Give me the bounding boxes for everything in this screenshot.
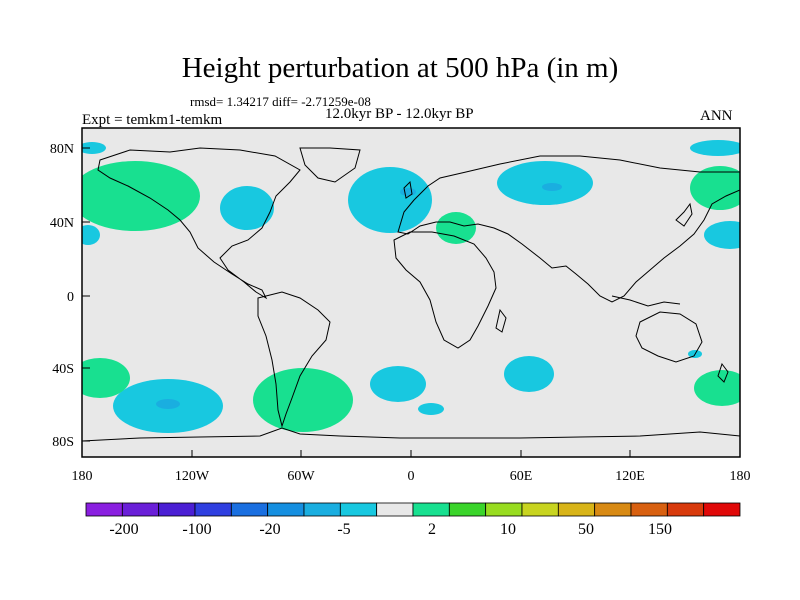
colorbar-swatch <box>85 502 123 517</box>
lon-label: 180 <box>730 469 751 484</box>
lon-label: 0 <box>408 469 415 484</box>
coastlines <box>82 147 740 442</box>
experiment-label: Expt = temkm1-temkm <box>82 112 223 128</box>
colorbar-label: -100 <box>182 521 211 538</box>
neg-region-arctic-pacific-west <box>82 142 106 154</box>
lon-axis: 180 120W 60W 0 60E 120E 180 <box>72 450 751 484</box>
pos-region-mediterranean <box>436 212 476 244</box>
plot-title: Height perturbation at 500 hPa (in m) <box>181 52 619 84</box>
coast-australia <box>635 311 703 363</box>
colorbar-swatch <box>703 502 741 517</box>
colorbar-swatch <box>194 502 232 517</box>
colorbar-swatch <box>521 502 559 517</box>
colorbar-swatch <box>666 502 705 517</box>
colorbar-swatch <box>557 502 596 517</box>
lat-label: 40S <box>52 362 74 377</box>
neg-region-west-pacific <box>704 221 740 249</box>
pos-region-south-pacific-west <box>82 358 130 398</box>
neg-region-arctic-pacific <box>690 140 740 156</box>
lat-label: 0 <box>67 290 74 305</box>
colorbar-label: 50 <box>578 521 594 538</box>
neg-region-west-pacific-wrap <box>82 225 100 245</box>
coast-africa <box>393 231 497 349</box>
colorbar-swatch <box>158 502 196 517</box>
coast-new-zealand <box>717 362 729 383</box>
neg-region-south-atlantic <box>370 366 426 402</box>
coast-south-america <box>257 291 331 428</box>
colorbar-swatch <box>376 502 414 517</box>
colorbar-swatch <box>121 502 160 517</box>
colorbar-label: 10 <box>500 521 516 538</box>
neg-core-south-pacific <box>156 399 180 409</box>
colorbar-swatch <box>630 502 668 517</box>
colorbar-swatch <box>339 502 378 517</box>
coast-madagascar <box>495 308 507 333</box>
pos-region-north-pacific <box>690 166 740 210</box>
neg-region-north-america <box>220 186 274 230</box>
neg-core-siberia <box>542 183 562 191</box>
colorbar <box>85 502 741 517</box>
lon-label: 60E <box>510 469 533 484</box>
colorbar-label: 2 <box>428 521 436 538</box>
colorbar-label: -200 <box>109 521 138 538</box>
coast-europe-asia <box>397 155 740 303</box>
pos-region-south-pacific-east <box>694 370 740 406</box>
stats-text: rmsd= 1.34217 diff= -2.71259e-08 <box>190 94 371 109</box>
colorbar-labels: -200 -100 -20 -5 2 10 50 150 <box>109 521 672 538</box>
contour-fills <box>82 140 740 433</box>
colorbar-swatch <box>594 502 632 517</box>
colorbar-swatch <box>485 502 523 517</box>
lon-label: 60W <box>287 469 315 484</box>
colorbar-swatch <box>412 502 450 517</box>
colorbar-label: -20 <box>259 521 280 538</box>
coast-antarctica <box>82 427 740 442</box>
lat-axis: 80N 40N 0 40S 80S <box>50 142 90 450</box>
lon-label: 120W <box>175 469 210 484</box>
coast-uk <box>403 180 413 199</box>
coast-greenland <box>299 147 361 183</box>
neg-region-siberia <box>497 161 593 205</box>
period-label: 12.0kyr BP - 12.0kyr BP <box>325 106 474 122</box>
pos-region-south-america <box>253 368 353 432</box>
neg-region-south-atlantic-small <box>418 403 444 415</box>
coast-north-america <box>97 147 301 300</box>
coast-japan <box>675 202 693 227</box>
coast-indonesia <box>611 295 681 307</box>
colorbar-swatch <box>267 502 305 517</box>
lon-label: 120E <box>615 469 645 484</box>
lat-label: 80N <box>50 142 74 157</box>
lat-label: 80S <box>52 435 74 450</box>
colorbar-label: -5 <box>337 521 350 538</box>
neg-region-north-atlantic <box>348 167 432 233</box>
lon-label: 180 <box>72 469 93 484</box>
lat-label: 40N <box>50 216 74 231</box>
season-label: ANN <box>700 108 733 124</box>
colorbar-swatch <box>230 502 269 517</box>
neg-region-indian-ocean <box>504 356 554 392</box>
colorbar-swatch <box>448 502 487 517</box>
colorbar-swatch <box>303 502 341 517</box>
neg-core-north-atlantic <box>400 188 416 196</box>
colorbar-label: 150 <box>648 521 672 538</box>
